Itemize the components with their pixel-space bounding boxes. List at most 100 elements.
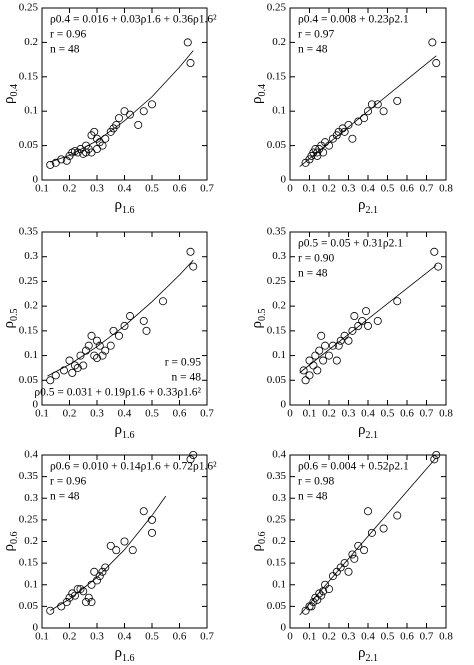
point bbox=[340, 331, 349, 340]
x-tick-label: 0.3 bbox=[342, 408, 356, 420]
point bbox=[98, 567, 107, 576]
y-tick-label: 0.35 bbox=[19, 226, 39, 238]
point bbox=[315, 589, 324, 598]
point bbox=[120, 537, 129, 546]
x-tick-label: 0.5 bbox=[145, 408, 159, 420]
x-tick-label: 0.4 bbox=[118, 183, 132, 195]
x-tick-label: 0.1 bbox=[303, 183, 317, 195]
point bbox=[348, 550, 357, 559]
point bbox=[128, 546, 137, 555]
y-axis-label: ρ0.4 bbox=[249, 84, 268, 104]
y-tick-label: 0 bbox=[281, 399, 287, 411]
y-tick-label: 0.3 bbox=[24, 250, 38, 262]
y-label-sub: 0.5 bbox=[257, 309, 268, 322]
y-tick-label: 0.35 bbox=[19, 470, 39, 482]
x-tick-label: 0.8 bbox=[439, 408, 453, 420]
point bbox=[93, 336, 102, 345]
point bbox=[139, 316, 148, 325]
point bbox=[139, 507, 148, 516]
point bbox=[373, 316, 382, 325]
point bbox=[95, 572, 104, 581]
point bbox=[315, 346, 324, 355]
y-tick-label: 0.25 bbox=[19, 513, 39, 525]
annotation: ρ0.6 = 0.004 + 0.52ρ2.1 bbox=[298, 461, 409, 473]
point bbox=[115, 331, 124, 340]
x-tick-label: 0 bbox=[287, 408, 293, 420]
point bbox=[311, 351, 320, 360]
panel: 0.1 0.2 0.3 0.4 0.5 0.6 0.7 0 0.05 0.1 0.15 0.2 0.25… bbox=[1, 449, 217, 665]
point bbox=[87, 331, 96, 340]
x-tick-label: 0.3 bbox=[90, 408, 104, 420]
y-tick-label: 0.05 bbox=[267, 374, 287, 386]
point bbox=[309, 598, 318, 607]
y-axis-label: ρ0.5 bbox=[1, 309, 20, 329]
panel: 0 0.1 0.2 0.3 0.4 0.5 0.6 0.7 0.8 0 0.05 0.1 0.15 0.2… bbox=[249, 449, 453, 665]
point bbox=[344, 567, 353, 576]
x-axis-label: ρ1.6 bbox=[115, 645, 135, 664]
point bbox=[46, 376, 55, 385]
point bbox=[79, 361, 88, 370]
point bbox=[186, 247, 195, 256]
x-tick-label: 0.3 bbox=[342, 183, 356, 195]
point bbox=[324, 351, 333, 360]
y-tick-label: 0.1 bbox=[24, 105, 38, 117]
y-tick-label: 0.05 bbox=[19, 600, 39, 612]
y-label-sub: 0.6 bbox=[9, 532, 20, 545]
point bbox=[71, 361, 80, 370]
y-label-symbol: ρ bbox=[249, 321, 265, 329]
y-tick-label: 0.2 bbox=[272, 535, 286, 547]
point bbox=[139, 107, 148, 116]
y-tick-label: 0.2 bbox=[24, 300, 38, 312]
annotation: ρ0.4 = 0.016 + 0.03ρ1.6 + 0.36ρ1.6² bbox=[50, 14, 217, 26]
x-tick-label: 0.6 bbox=[400, 408, 414, 420]
y-tick-label: 0.25 bbox=[267, 513, 287, 525]
y-tick-label: 0.2 bbox=[272, 36, 286, 48]
y-label-sub: 0.5 bbox=[9, 309, 20, 322]
x-label-sub: 2.1 bbox=[366, 430, 379, 441]
y-tick-label: 0.15 bbox=[19, 557, 39, 569]
x-tick-label: 0.2 bbox=[63, 631, 77, 643]
point bbox=[305, 356, 314, 365]
point bbox=[46, 606, 55, 615]
point bbox=[90, 351, 99, 360]
point bbox=[82, 148, 91, 157]
point bbox=[363, 507, 372, 516]
point bbox=[46, 160, 55, 169]
point bbox=[90, 567, 99, 576]
y-label-sub: 0.6 bbox=[257, 532, 268, 545]
y-tick-label: 0.35 bbox=[267, 470, 287, 482]
point bbox=[84, 593, 93, 602]
x-label-sub: 2.1 bbox=[366, 205, 379, 216]
y-tick-label: 0.1 bbox=[272, 578, 286, 590]
x-label-symbol: ρ bbox=[115, 645, 123, 661]
point bbox=[367, 528, 376, 537]
point bbox=[126, 110, 135, 119]
point bbox=[101, 563, 110, 572]
x-tick-label: 0.1 bbox=[35, 408, 49, 420]
x-label-sub: 1.6 bbox=[122, 430, 135, 441]
x-label-sub: 1.6 bbox=[122, 653, 135, 664]
x-tick-label: 0.2 bbox=[322, 408, 336, 420]
x-tick-label: 0.1 bbox=[303, 408, 317, 420]
panel: 0.1 0.2 0.3 0.4 0.5 0.6 0.7 0 0.05 0.1 0.15 0.2 0.25… bbox=[1, 2, 217, 217]
y-tick-label: 0.3 bbox=[24, 492, 38, 504]
point bbox=[307, 602, 316, 611]
y-tick-label: 0.1 bbox=[272, 105, 286, 117]
x-tick-label: 0.2 bbox=[63, 183, 77, 195]
y-tick-label: 0.05 bbox=[267, 600, 287, 612]
x-tick-label: 0.7 bbox=[420, 408, 434, 420]
x-axis-label: ρ1.6 bbox=[115, 422, 135, 441]
y-tick-label: 0.4 bbox=[24, 449, 38, 461]
annotation: ρ0.5 = 0.031 + 0.19ρ1.6 + 0.33ρ1.6² bbox=[34, 387, 201, 399]
point bbox=[142, 326, 151, 335]
x-axis-label: ρ1.6 bbox=[115, 197, 135, 216]
y-tick-label: 0 bbox=[33, 399, 39, 411]
point bbox=[82, 598, 91, 607]
point bbox=[112, 120, 121, 129]
x-label-symbol: ρ bbox=[358, 645, 366, 661]
y-tick-label: 0.15 bbox=[19, 70, 39, 82]
point bbox=[73, 363, 82, 372]
x-label-sub: 1.6 bbox=[122, 205, 135, 216]
point bbox=[328, 341, 337, 350]
